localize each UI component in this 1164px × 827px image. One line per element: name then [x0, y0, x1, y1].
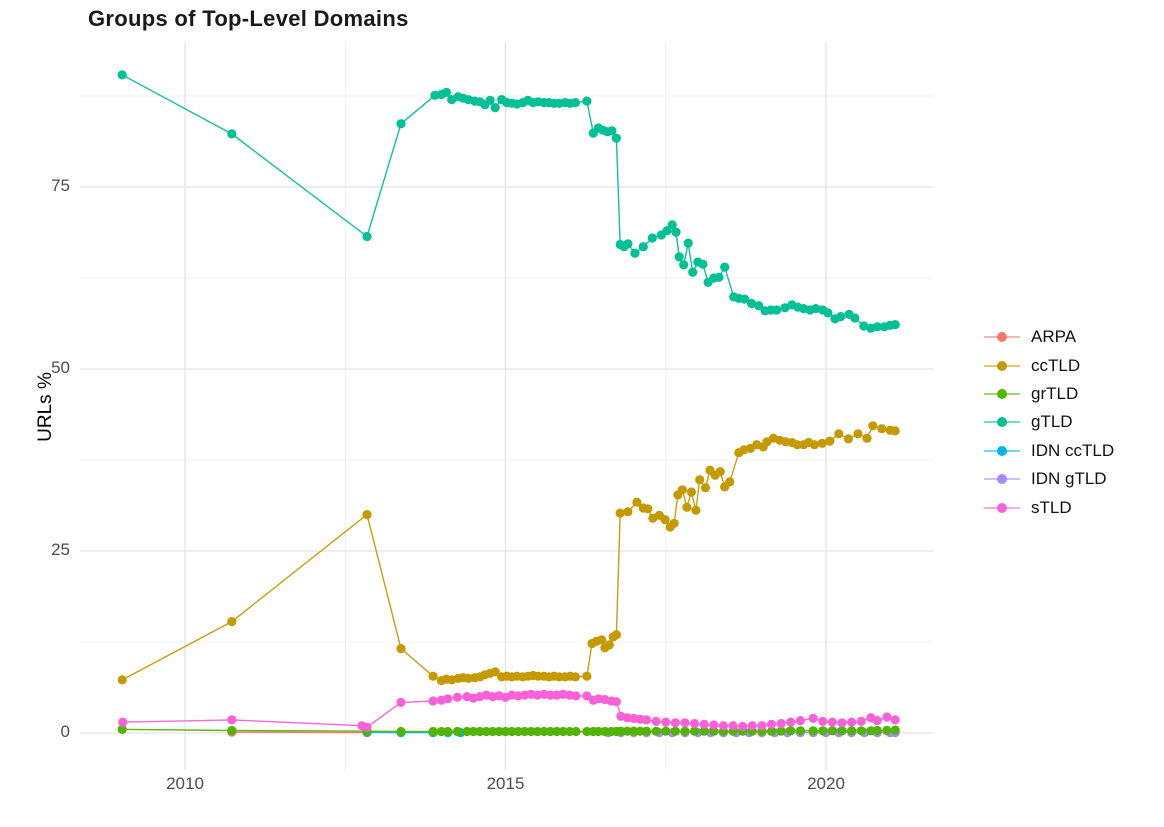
legend-item-arpa: ARPA — [983, 323, 1114, 351]
series-stld — [118, 689, 900, 732]
y-tick-label-0: 0 — [60, 722, 70, 741]
legend-key-icon — [984, 474, 1020, 485]
legend-key-icon — [984, 502, 1020, 513]
legend-item-grtld: grTLD — [983, 380, 1114, 408]
x-tick-label-2020: 2020 — [807, 774, 845, 793]
x-tick-label-2015: 2015 — [486, 774, 525, 793]
y-tick-label-50: 50 — [51, 358, 70, 377]
legend-item-gtld: gTLD — [983, 408, 1114, 436]
legend-label: IDN gTLD — [1031, 469, 1107, 489]
legend-item-idn-cctld: IDN ccTLD — [983, 437, 1114, 465]
x-tick-label-2010: 2010 — [166, 774, 204, 793]
legend-label: ARPA — [1031, 327, 1077, 347]
series-cctld — [117, 421, 900, 686]
legend-label: IDN ccTLD — [1031, 440, 1115, 460]
legend-key-icon — [984, 332, 1020, 343]
legend-label: grTLD — [1031, 383, 1079, 403]
legend-key-icon — [984, 388, 1020, 399]
legend-item-cctld: ccTLD — [983, 351, 1114, 379]
gridlines-major — [80, 42, 933, 770]
legend-key-icon — [984, 445, 1020, 456]
series-gtld — [117, 70, 900, 333]
legend-label: gTLD — [1031, 412, 1073, 432]
legend-label: ccTLD — [1031, 355, 1081, 375]
legend-item-idn-gtld: IDN gTLD — [983, 465, 1114, 493]
y-tick-label-75: 75 — [51, 176, 70, 195]
series-arpa — [227, 727, 372, 738]
legend-key-icon — [984, 360, 1020, 371]
legend-item-stld: sTLD — [983, 493, 1114, 521]
legend: ARPA ccTLD grTLD gTLD IDN ccTLD IDN gTLD sTLD — [983, 323, 1114, 522]
data-series-layer — [117, 70, 900, 738]
y-tick-label-25: 25 — [51, 540, 70, 559]
gridlines-minor — [80, 42, 933, 770]
chart-title: Groups of Top-Level Domains — [88, 6, 409, 31]
legend-key-icon — [984, 417, 1020, 428]
legend-label: sTLD — [1031, 497, 1072, 517]
